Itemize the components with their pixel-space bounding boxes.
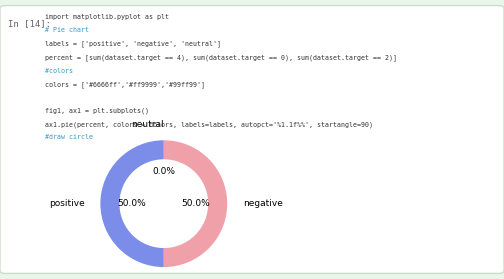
Text: neutral: neutral	[131, 120, 164, 129]
Wedge shape	[100, 140, 164, 267]
Text: fig1, ax1 = plt.subplots(): fig1, ax1 = plt.subplots()	[45, 108, 149, 114]
Text: labels = ['positive', 'negative', 'neutral']: labels = ['positive', 'negative', 'neutr…	[45, 41, 221, 47]
Text: negative: negative	[243, 199, 283, 208]
Text: 50.0%: 50.0%	[181, 199, 210, 208]
Text: # Pie chart: # Pie chart	[45, 27, 89, 33]
Wedge shape	[164, 140, 227, 267]
Text: ax1.pie(percent, colors = colors, labels=labels, autopct='%1.1f%%', startangle=9: ax1.pie(percent, colors = colors, labels…	[45, 121, 373, 128]
Text: 0.0%: 0.0%	[152, 167, 175, 176]
Circle shape	[119, 159, 208, 248]
Text: #colors: #colors	[45, 68, 74, 74]
Text: 50.0%: 50.0%	[118, 199, 147, 208]
Text: colors = ['#6666ff','#ff9999','#99ff99']: colors = ['#6666ff','#ff9999','#99ff99']	[45, 81, 205, 88]
Text: percent = [sum(dataset.target == 4), sum(dataset.target == 0), sum(dataset.targe: percent = [sum(dataset.target == 4), sum…	[45, 54, 397, 61]
Text: import matplotlib.pyplot as plt: import matplotlib.pyplot as plt	[45, 14, 169, 20]
Text: #draw circle: #draw circle	[45, 134, 93, 141]
Text: positive: positive	[49, 199, 85, 208]
Text: In [14]:: In [14]:	[8, 20, 50, 28]
